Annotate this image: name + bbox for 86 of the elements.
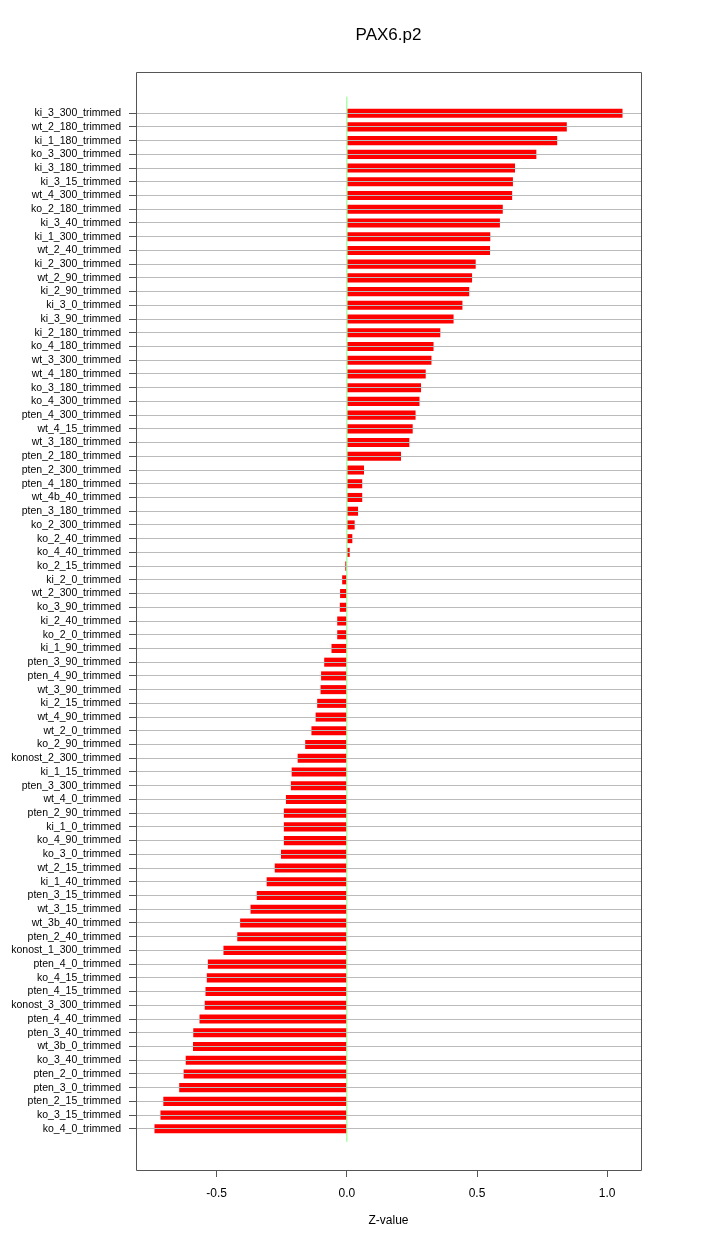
y-tick-label: ki_1_180_trimmed	[34, 133, 122, 146]
y-tick-label: pten_3_90_trimmed	[27, 655, 122, 668]
y-tick-label: pten_4_300_trimmed	[21, 408, 122, 421]
y-tick-label: pten_3_15_trimmed	[27, 888, 122, 901]
y-tick-label: ki_2_40_trimmed	[40, 613, 122, 626]
y-tick-label: pten_4_90_trimmed	[27, 668, 122, 681]
y-tick-label: pten_4_0_trimmed	[33, 957, 122, 970]
y-tick-label: konost_3_300_trimmed	[11, 998, 122, 1011]
y-tick-label: ko_4_180_trimmed	[31, 339, 122, 352]
y-tick-label: pten_4_15_trimmed	[27, 984, 122, 997]
x-tick-label: -0.5	[206, 1185, 228, 1200]
y-tick-label: pten_2_15_trimmed	[27, 1094, 122, 1107]
y-tick-label: wt_3b_40_trimmed	[30, 915, 122, 928]
y-tick-label: pten_2_90_trimmed	[27, 806, 122, 819]
y-tick-label: ko_2_0_trimmed	[42, 627, 122, 640]
y-tick-label: ki_3_90_trimmed	[40, 311, 122, 324]
y-tick-label: ki_2_0_trimmed	[46, 572, 122, 585]
y-tick-label: wt_2_40_trimmed	[36, 243, 122, 256]
y-tick-label: ki_1_40_trimmed	[40, 874, 122, 887]
y-tick-label: pten_3_40_trimmed	[27, 1025, 122, 1038]
y-tick-label: ko_2_90_trimmed	[36, 737, 122, 750]
y-tick-label: pten_2_180_trimmed	[21, 449, 122, 462]
y-tick-label: wt_2_90_trimmed	[36, 270, 122, 283]
y-tick-label: ko_4_90_trimmed	[36, 833, 122, 846]
y-tick-label: ki_3_40_trimmed	[40, 215, 122, 228]
y-tick-label: ko_3_0_trimmed	[42, 847, 122, 860]
y-tick-label: ko_2_15_trimmed	[36, 558, 122, 571]
x-tick-label: 1.0	[598, 1185, 616, 1200]
x-tick-label: 0.5	[468, 1185, 486, 1200]
y-tick-label: wt_4_0_trimmed	[42, 792, 122, 805]
y-tick-label: ki_2_90_trimmed	[40, 284, 122, 297]
y-tick-label: wt_4_180_trimmed	[30, 366, 122, 379]
y-tick-label: ki_2_15_trimmed	[40, 696, 122, 709]
y-tick-label: pten_3_300_trimmed	[21, 778, 122, 791]
y-tick-label: pten_2_40_trimmed	[27, 929, 122, 942]
y-tick-label: konost_1_300_trimmed	[11, 943, 122, 956]
y-tick-label: ko_2_40_trimmed	[36, 531, 122, 544]
y-tick-label: pten_3_180_trimmed	[21, 504, 122, 517]
bar	[337, 616, 347, 626]
y-tick-label: pten_2_0_trimmed	[33, 1066, 122, 1079]
y-tick-label: ko_2_300_trimmed	[31, 517, 122, 530]
y-tick-label: ko_3_90_trimmed	[36, 600, 122, 613]
y-tick-label: wt_3_15_trimmed	[36, 902, 122, 915]
y-tick-label: ko_3_40_trimmed	[36, 1053, 122, 1066]
chart-title: PAX6.p2	[355, 24, 422, 44]
y-tick-label: wt_4_300_trimmed	[30, 188, 122, 201]
y-tick-label: wt_3_90_trimmed	[36, 682, 122, 695]
y-tick-label: wt_3b_0_trimmed	[36, 1039, 122, 1052]
y-tick-label: ki_3_300_trimmed	[34, 106, 122, 119]
y-tick-label: wt_3_300_trimmed	[30, 353, 122, 366]
y-tick-label: ki_2_300_trimmed	[34, 257, 122, 270]
y-tick-label: wt_2_300_trimmed	[30, 586, 122, 599]
bar	[347, 218, 500, 228]
y-tick-label: pten_4_180_trimmed	[21, 476, 122, 489]
y-tick-label: ki_3_15_trimmed	[40, 174, 122, 187]
y-tick-label: ko_4_40_trimmed	[36, 545, 122, 558]
bar	[199, 1014, 347, 1024]
x-tick-label: 0.0	[338, 1185, 356, 1200]
y-tick-label: ki_1_15_trimmed	[40, 764, 122, 777]
y-tick-label: wt_2_180_trimmed	[30, 119, 122, 132]
y-tick-label: ko_3_300_trimmed	[31, 147, 122, 160]
y-tick-label: ko_4_300_trimmed	[31, 394, 122, 407]
y-tick-label: wt_4b_40_trimmed	[30, 490, 122, 503]
y-tick-label: wt_3_180_trimmed	[30, 435, 122, 448]
y-tick-label: wt_4_90_trimmed	[36, 709, 122, 722]
y-tick-label: ko_3_15_trimmed	[36, 1107, 122, 1120]
y-tick-label: ki_3_180_trimmed	[34, 160, 122, 173]
y-tick-label: konost_2_300_trimmed	[11, 751, 122, 764]
y-tick-label: wt_2_15_trimmed	[36, 860, 122, 873]
y-tick-label: ko_3_180_trimmed	[31, 380, 122, 393]
y-tick-label: wt_2_0_trimmed	[42, 723, 122, 736]
y-tick-label: ko_4_0_trimmed	[42, 1121, 122, 1134]
bar	[347, 465, 365, 475]
y-tick-label: pten_4_40_trimmed	[27, 1011, 122, 1024]
y-tick-label: ki_1_90_trimmed	[40, 641, 122, 654]
y-tick-label: ko_4_15_trimmed	[36, 970, 122, 983]
y-tick-label: wt_4_15_trimmed	[36, 421, 122, 434]
x-axis-title: Z-value	[368, 1213, 409, 1228]
y-tick-label: ki_3_0_trimmed	[46, 298, 122, 311]
y-tick-label: ko_2_180_trimmed	[31, 202, 122, 215]
y-tick-label: ki_1_300_trimmed	[34, 229, 122, 242]
y-tick-label: pten_2_300_trimmed	[21, 462, 122, 475]
y-tick-label: ki_1_0_trimmed	[46, 819, 122, 832]
bar	[291, 767, 347, 777]
y-tick-label: ki_2_180_trimmed	[34, 325, 122, 338]
y-tick-label: pten_3_0_trimmed	[33, 1080, 122, 1093]
